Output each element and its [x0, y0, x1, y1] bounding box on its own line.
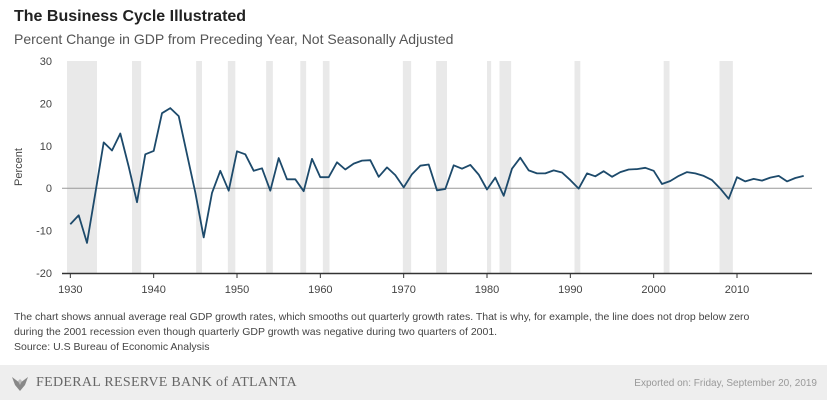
x-tick-label: 1940: [141, 284, 165, 296]
recession-band: [663, 61, 670, 273]
y-tick-label: 20: [40, 98, 52, 110]
y-axis-label: Percent: [13, 148, 25, 186]
y-tick-label: 30: [40, 56, 52, 68]
x-tick-label: 2000: [641, 284, 665, 296]
series-layer: [69, 107, 804, 244]
recession-band: [436, 61, 447, 273]
x-tick-label: 1990: [558, 284, 582, 296]
y-tick-label: 0: [46, 183, 52, 195]
chart-title: The Business Cycle Illustrated: [14, 8, 247, 25]
x-tick-label: 1980: [475, 284, 499, 296]
note-line-1: The chart shows annual average real GDP …: [14, 311, 750, 323]
recession-band: [487, 61, 492, 273]
eagle-icon: [12, 377, 28, 391]
chart-note: The chart shows annual average real GDP …: [14, 310, 827, 355]
x-tick-label: 1950: [225, 284, 249, 296]
recession-band: [499, 61, 512, 273]
recession-band: [300, 61, 307, 273]
y-tick-label: -20: [36, 268, 52, 280]
recession-band: [132, 61, 142, 273]
logo-text: FEDERAL RESERVE BANK of ATLANTA: [36, 375, 297, 390]
y-tick-label: -10: [36, 226, 52, 238]
recession-band: [227, 61, 236, 273]
recession-band: [402, 61, 412, 273]
gdp-growth-line: [69, 107, 804, 244]
recession-band: [574, 61, 581, 273]
recession-band: [67, 61, 97, 273]
export-date: Exported on: Friday, September 20, 2019: [634, 378, 817, 389]
recession-band: [266, 61, 273, 273]
fed-atlanta-logo: FEDERAL RESERVE BANK of ATLANTA: [10, 372, 297, 394]
x-tick-label: 2010: [725, 284, 749, 296]
source-note: Source: U.S Bureau of Economic Analysis: [14, 341, 210, 353]
recession-band: [719, 61, 733, 273]
recession-band: [196, 61, 202, 273]
recession-band: [322, 61, 330, 273]
footer-bar: FEDERAL RESERVE BANK of ATLANTA Exported…: [0, 365, 827, 400]
chart-subtitle: Percent Change in GDP from Preceding Yea…: [14, 31, 454, 47]
note-line-2: during the 2001 recession even though qu…: [14, 326, 498, 338]
y-tick-label: 10: [40, 141, 52, 153]
recession-shading: [67, 61, 733, 273]
x-tick-label: 1960: [308, 284, 332, 296]
x-tick-label: 1970: [391, 284, 415, 296]
x-tick-label: 1930: [58, 284, 82, 296]
